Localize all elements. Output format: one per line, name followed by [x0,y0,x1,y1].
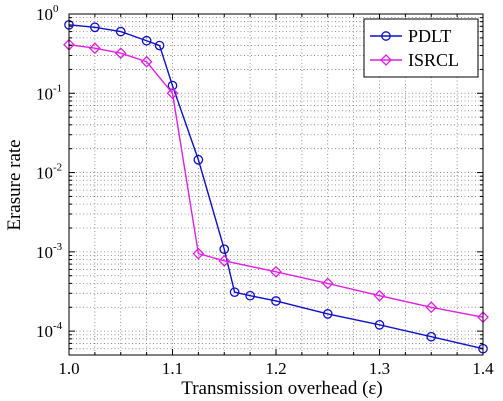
legend-label-pdlt: PDLT [408,26,451,46]
x-tick-label: 1.0 [58,359,79,378]
data-point-pdlt [167,80,178,91]
data-point-isrcl [88,42,101,55]
data-point-pdlt [374,320,385,330]
y-tick-label: 10-1 [36,82,62,103]
data-point-isrcl [321,277,334,290]
data-point-isrcl [270,265,282,278]
data-point-isrcl [140,55,153,68]
y-tick-label: 10-2 [36,162,62,183]
data-point-isrcl [166,87,179,100]
y-tick-exponent: -1 [53,82,62,94]
data-point-isrcl [425,301,438,314]
legend-box [363,18,479,78]
x-tick-label: 1.1 [162,359,183,378]
y-tick-exponent: -3 [53,241,63,253]
data-point-pdlt [245,290,255,301]
y-tick-exponent: -4 [53,320,63,332]
y-tick-label: 10-4 [36,320,63,341]
y-tick-label: 100 [36,3,59,24]
data-point-isrcl [114,47,127,60]
data-point-isrcl [373,289,386,302]
data-point-isrcl [192,247,205,260]
data-point-pdlt [141,35,152,46]
series-line-pdlt [68,24,484,350]
data-point-pdlt [426,331,437,342]
legend-label-isrcl: ISRCL [408,50,459,70]
x-tick-label: 1.2 [265,359,286,378]
series-layer [63,19,489,354]
data-point-pdlt [322,309,333,319]
y-tick-label: 10-3 [36,241,63,262]
x-tick-label: 1.3 [369,359,390,378]
y-tick-exponent: -2 [53,162,62,174]
data-point-pdlt [90,22,100,33]
legend-marker-isrcl [380,54,392,66]
data-point-pdlt [229,287,240,298]
data-point-pdlt [271,296,281,306]
y-axis-label: Erasure rate [4,139,25,230]
data-point-pdlt [193,154,204,165]
data-point-pdlt [154,40,165,51]
y-tick-exponent: 0 [53,3,59,15]
data-point-pdlt [219,244,230,255]
data-point-isrcl [218,254,231,267]
x-axis-label: Transmission overhead (ε) [181,378,382,399]
data-point-pdlt [115,26,126,37]
legend-marker-pdlt [381,31,391,41]
legend: PDLT ISRCL [363,18,479,78]
x-tick-label: 1.4 [472,359,494,378]
